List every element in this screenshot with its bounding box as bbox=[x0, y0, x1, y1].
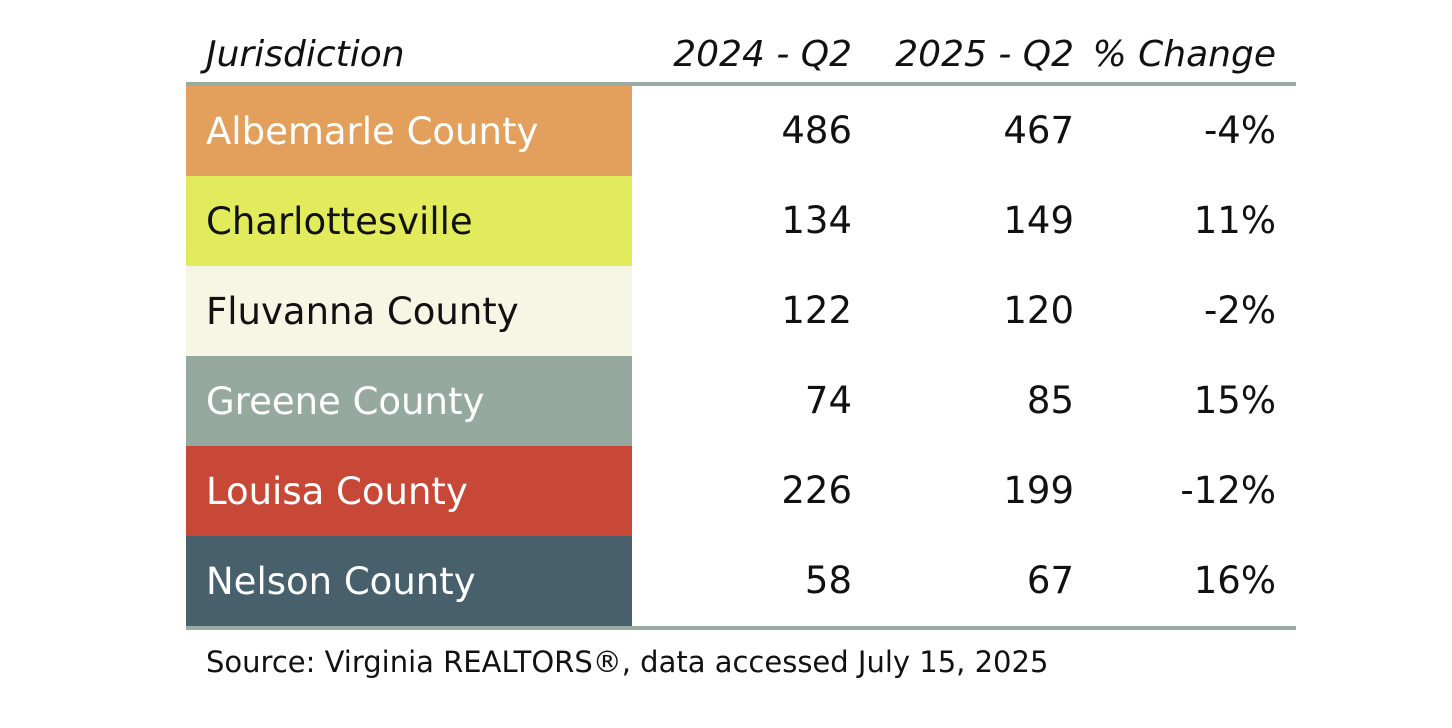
row-name-cell: Fluvanna County bbox=[186, 266, 632, 356]
jurisdiction-table: Jurisdiction 2024 - Q2 2025 - Q2 % Chang… bbox=[186, 28, 1296, 630]
header-2025-q2: 2025 - Q2 bbox=[895, 34, 1074, 75]
table-row: Albemarle County 486 467 -4% bbox=[186, 86, 1296, 176]
value-2025-q2: 120 bbox=[1003, 289, 1074, 332]
value-percent-change: -4% bbox=[1203, 109, 1276, 152]
value-percent-change: -2% bbox=[1203, 289, 1276, 332]
value-2024-q2: 486 bbox=[781, 109, 852, 152]
value-2025-q2: 149 bbox=[1003, 199, 1074, 242]
table-header: Jurisdiction 2024 - Q2 2025 - Q2 % Chang… bbox=[186, 28, 1296, 82]
header-percent-change: % Change bbox=[1092, 34, 1276, 75]
value-percent-change: 16% bbox=[1193, 559, 1276, 602]
header-rule bbox=[186, 82, 1296, 86]
value-2024-q2: 134 bbox=[781, 199, 852, 242]
value-2024-q2: 122 bbox=[781, 289, 852, 332]
table-row: Greene County 74 85 15% bbox=[186, 356, 1296, 446]
value-percent-change: 11% bbox=[1193, 199, 1276, 242]
value-percent-change: -12% bbox=[1180, 469, 1276, 512]
value-2024-q2: 58 bbox=[804, 559, 852, 602]
header-2024-q2: 2024 - Q2 bbox=[673, 34, 852, 75]
value-2025-q2: 67 bbox=[1026, 559, 1074, 602]
table-row: Charlottesville 134 149 11% bbox=[186, 176, 1296, 266]
source-note: Source: Virginia REALTORS®, data accesse… bbox=[206, 645, 1049, 679]
value-2024-q2: 74 bbox=[804, 379, 852, 422]
row-name-cell: Greene County bbox=[186, 356, 632, 446]
value-2025-q2: 467 bbox=[1003, 109, 1074, 152]
value-percent-change: 15% bbox=[1193, 379, 1276, 422]
table-row: Nelson County 58 67 16% bbox=[186, 536, 1296, 626]
table-row: Fluvanna County 122 120 -2% bbox=[186, 266, 1296, 356]
value-2025-q2: 199 bbox=[1003, 469, 1074, 512]
header-jurisdiction: Jurisdiction bbox=[206, 34, 405, 75]
row-name-cell: Louisa County bbox=[186, 446, 632, 536]
row-name-cell: Nelson County bbox=[186, 536, 632, 626]
row-name-cell: Charlottesville bbox=[186, 176, 632, 266]
value-2024-q2: 226 bbox=[781, 469, 852, 512]
value-2025-q2: 85 bbox=[1026, 379, 1074, 422]
row-name-cell: Albemarle County bbox=[186, 86, 632, 176]
footer-rule bbox=[186, 626, 1296, 630]
table-row: Louisa County 226 199 -12% bbox=[186, 446, 1296, 536]
